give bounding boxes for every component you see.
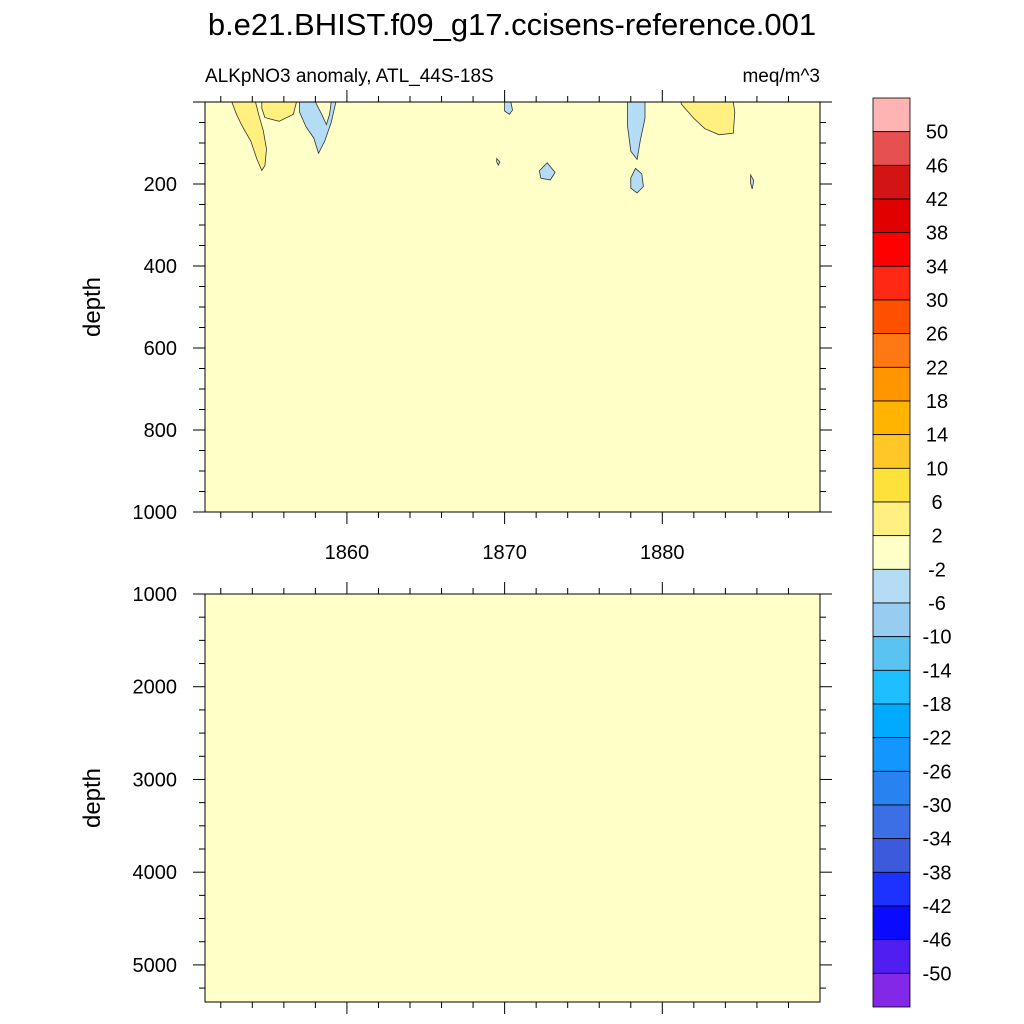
colorbar-label: -2 xyxy=(928,559,946,581)
y-tick-label: 200 xyxy=(144,174,177,196)
colorbar-swatch xyxy=(872,131,911,166)
y-tick-label: 800 xyxy=(144,420,177,442)
colorbar-swatch xyxy=(872,198,911,234)
colorbar-swatch xyxy=(872,434,911,469)
colorbar-swatch xyxy=(872,838,911,873)
plot-background xyxy=(205,594,820,1002)
colorbar-swatch xyxy=(872,939,911,974)
plot-frame xyxy=(204,593,821,1003)
colorbar-label: 50 xyxy=(926,122,948,144)
colorbar-label: -34 xyxy=(923,829,952,851)
contour-region xyxy=(212,101,267,172)
colorbar-label: 42 xyxy=(926,189,948,211)
y-tick-label: 1000 xyxy=(133,502,178,524)
chart-title: b.e21.BHIST.f09_g17.ccisens-reference.00… xyxy=(208,7,816,42)
plot-background xyxy=(205,102,820,512)
colorbar-label: -26 xyxy=(923,761,952,783)
colorbar-label: -6 xyxy=(928,593,946,615)
colorbar-swatch xyxy=(872,366,911,402)
colorbar-swatch xyxy=(872,467,911,503)
colorbar-swatch xyxy=(872,400,911,436)
colorbar-swatch xyxy=(872,972,911,1008)
colorbar-swatch xyxy=(872,770,911,806)
colorbar-swatch xyxy=(872,669,911,705)
colorbar-swatch xyxy=(872,636,911,671)
contour-region xyxy=(299,101,337,155)
colorbar: 50 46 42 38 34 30 26 22 18 14 10 6 2 -2 -6 -10 -14 -18 -22… xyxy=(872,97,952,1008)
y-tick-label: 3000 xyxy=(133,769,178,791)
colorbar-label: 22 xyxy=(926,357,948,379)
colorbar-label: -50 xyxy=(923,963,952,985)
colorbar-label: -10 xyxy=(923,627,952,649)
colorbar-swatch xyxy=(872,232,911,267)
colorbar-swatch xyxy=(872,299,911,335)
colorbar-swatch xyxy=(872,97,911,133)
contour-region xyxy=(680,101,736,136)
y-tick-label: 600 xyxy=(144,338,177,360)
colorbar-label: 46 xyxy=(926,155,948,177)
lower-panel: 1000 2000 3000 4000 5000 depth xyxy=(79,582,832,1014)
colorbar-swatch xyxy=(872,703,911,739)
colorbar-swatch xyxy=(872,568,911,604)
y-tick-label: 400 xyxy=(144,256,177,278)
colorbar-label: -18 xyxy=(923,694,952,716)
colorbar-swatch xyxy=(872,535,911,570)
y-tick-label: 1000 xyxy=(133,584,178,606)
chart-subtitle-right: meq/m^3 xyxy=(742,66,820,87)
y-axis-label: depth xyxy=(79,768,106,828)
x-tick-label: 1870 xyxy=(482,542,527,564)
colorbar-label: -38 xyxy=(923,862,952,884)
colorbar-swatch xyxy=(872,164,911,200)
colorbar-label: -22 xyxy=(923,728,952,750)
colorbar-swatch xyxy=(872,737,911,772)
chart-subtitle-left: ALKpNO3 anomaly, ATL_44S-18S xyxy=(205,66,494,87)
y-tick-label: 2000 xyxy=(133,677,178,699)
y-tick-label: 5000 xyxy=(133,955,178,977)
x-tick-label: 1860 xyxy=(325,542,370,564)
contour-region xyxy=(630,167,644,194)
x-tick-label: 1880 xyxy=(640,542,685,564)
colorbar-label: 2 xyxy=(931,526,942,548)
colorbar-label: 14 xyxy=(926,425,948,447)
colorbar-swatch xyxy=(872,905,911,941)
y-axis-label: depth xyxy=(79,277,106,337)
colorbar-label: 10 xyxy=(926,458,948,480)
colorbar-label: -46 xyxy=(923,930,952,952)
colorbar-label: -30 xyxy=(923,795,952,817)
contour-region xyxy=(538,162,556,181)
colorbar-swatch xyxy=(872,602,911,638)
y-tick-label: 4000 xyxy=(133,862,178,884)
colorbar-label: -42 xyxy=(923,896,952,918)
contour-region xyxy=(750,173,755,190)
colorbar-label: 18 xyxy=(926,391,948,413)
colorbar-label: 38 xyxy=(926,223,948,245)
colorbar-label: -14 xyxy=(923,660,952,682)
contour-region xyxy=(496,157,501,166)
colorbar-label: 6 xyxy=(931,492,942,514)
colorbar-label: 34 xyxy=(926,256,948,278)
colorbar-label: 30 xyxy=(926,290,948,312)
colorbar-swatch xyxy=(872,333,911,368)
colorbar-swatch xyxy=(872,265,911,301)
colorbar-swatch xyxy=(872,871,911,907)
colorbar-swatch xyxy=(872,501,911,537)
colorbar-label: 26 xyxy=(926,324,948,346)
upper-panel: 200 400 600 800 1000 depth 1860 1870 1880 xyxy=(79,90,832,564)
colorbar-swatch xyxy=(872,804,911,840)
contour-region xyxy=(627,101,646,161)
